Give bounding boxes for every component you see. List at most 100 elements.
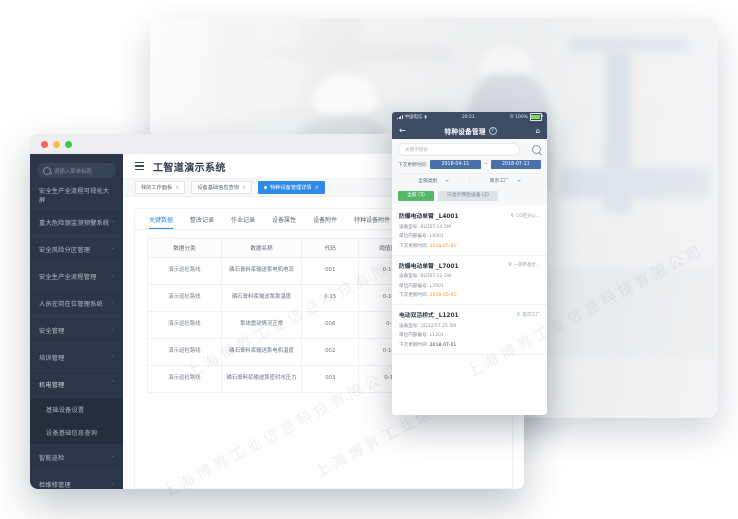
date-end-button[interactable]: 2018-07-11	[490, 160, 542, 169]
internal-no-label: 单位内部编号:	[399, 283, 429, 289]
list-item[interactable]: 防爆电动单臂 _L4001 ⚲ CO区分公... 设备型号: BLDST-14.…	[392, 206, 547, 256]
model-value: QD32/5T-25.5M	[420, 323, 457, 329]
next-update-value: 2018-05-01	[429, 293, 457, 298]
mobile-nav-bar: ← 特种设备管理 ? ⌂	[392, 122, 547, 139]
sidebar-item-maintenance[interactable]: 检维修管理 ⌄	[30, 471, 123, 489]
sidebar-item-label: 安全管理	[39, 327, 65, 335]
battery-icon	[529, 113, 543, 121]
device-next-update-row: 下次更新时间: 2018-07-01	[399, 342, 540, 348]
model-value: BLDST-22.5W	[420, 274, 452, 279]
cell-name: 磷石膏料浆输送泵泵温度	[220, 284, 303, 312]
date-separator: ~	[483, 162, 488, 167]
sidebar-subitem-device-setup[interactable]: 基础设备设置	[30, 398, 123, 421]
sidebar-submenu: 基础设备设置 设备基础信息查询	[30, 398, 123, 444]
maximize-icon[interactable]	[65, 140, 72, 148]
mobile-search-input[interactable]: 关键字搜索	[398, 143, 520, 156]
cell-code: 0.15	[301, 284, 360, 312]
sidebar-item-visual-board[interactable]: 安全生产全流程可视化大屏	[30, 182, 123, 209]
status-right: ⏱ 100%	[509, 113, 543, 121]
device-internal-no-row: 单位内部编号: L7001	[399, 283, 540, 289]
cell-name: 泵体震动情况正常	[220, 311, 303, 339]
column-header-name: 数据名称	[220, 238, 303, 258]
list-item[interactable]: 电动双活桥式 _L1201 ⚲ 南京工厂 设备型号: QD32/5T-25.5M…	[392, 305, 547, 355]
chevron-down-icon: ⌄	[110, 272, 115, 278]
model-value: BLDST-14.5M	[420, 224, 451, 230]
chevron-down-icon	[516, 179, 521, 182]
tag-pre-inspection-only[interactable]: 只显示预检设备 (2)	[437, 191, 498, 201]
cell-name: 磷石膏料浆输送泵密封水压力	[220, 365, 303, 393]
cell-code: 003	[301, 365, 360, 393]
sidebar-item-label: 安全风险分区管理	[39, 246, 91, 254]
home-icon[interactable]: ⌂	[535, 126, 540, 135]
internal-no-label: 单位内部编号:	[399, 234, 429, 239]
sidebar-item-hazard-monitor[interactable]: 重大危险源监测预警系统 ⌄	[30, 209, 123, 236]
sidebar-subitem-label: 设备基础信息查询	[46, 430, 98, 437]
sidebar-item-electromech-manage[interactable]: 机电管理 ⌃	[30, 371, 123, 398]
hamburger-icon[interactable]	[135, 162, 144, 170]
close-icon[interactable]: ×	[314, 184, 319, 191]
question-mark-icon[interactable]: ?	[488, 126, 497, 135]
sidebar-subitem-label: 基础设备设置	[46, 407, 85, 414]
sidebar-item-label: 安全生产全流程可视化大屏	[39, 188, 110, 204]
device-location: ⚲ CO区分公...	[510, 213, 540, 219]
wifi-icon: ◗	[424, 114, 427, 120]
column-header-category: 数据分类	[147, 238, 222, 258]
tab-device-attributes[interactable]: 设备属性	[272, 209, 296, 229]
sidebar-item-label: 人员在岗在位管理系统	[39, 300, 103, 308]
content-tab-label: 设备属性	[272, 216, 297, 224]
sidebar-subitem-device-query[interactable]: 设备基础信息查询	[30, 421, 123, 444]
device-model-row: 设备型号: QD32/5T-25.5M	[399, 323, 540, 329]
tab-device-attachments[interactable]: 设备附件	[313, 209, 337, 229]
list-item-header: 电动双活桥式 _L1201 ⚲ 南京工厂	[399, 310, 540, 320]
select-factory-label: 南京工厂	[489, 179, 509, 184]
mobile-search-placeholder: 关键字搜索	[405, 147, 428, 153]
search-icon[interactable]	[532, 145, 541, 156]
tab-work-records[interactable]: 作业记录	[231, 209, 255, 229]
device-name: 防爆电动单臂 _L4001	[399, 214, 459, 220]
sidebar-item-process-manage[interactable]: 安全生产全流程管理 ⌄	[30, 263, 123, 290]
date-start-button[interactable]: 2018-04-11	[430, 160, 481, 169]
cell-category: 演示巡检路线	[147, 338, 222, 366]
chevron-down-icon: ⌄	[110, 299, 115, 305]
sidebar-item-label: 安全生产全流程管理	[39, 273, 97, 281]
sidebar-search-input[interactable]: 请输入菜单标题	[37, 163, 116, 178]
list-item[interactable]: 防爆电动单臂 _L7001 ⚲ 一期甲基合... 设备型号: BLDST-22.…	[392, 256, 547, 305]
minimize-icon[interactable]	[53, 140, 60, 148]
sidebar-item-training-manage[interactable]: 培训管理 ⌄	[30, 344, 123, 371]
sidebar-item-staff-position[interactable]: 人员在岗在位管理系统 ⌄	[30, 290, 123, 317]
sidebar-item-label: 机电管理	[39, 381, 65, 389]
open-tab-device-query[interactable]: 设备基础信息查询 ×	[191, 181, 253, 194]
sidebar-item-safety-manage[interactable]: 安全管理 ⌄	[30, 317, 123, 344]
device-location-label: CO区分公...	[516, 213, 540, 219]
select-factory[interactable]: 南京工厂	[470, 174, 542, 187]
cell-category: 演示巡检路线	[147, 284, 222, 312]
alarm-icon: ⏱	[509, 115, 514, 120]
chevron-down-icon	[445, 179, 450, 182]
select-category[interactable]: 全部类别	[398, 174, 470, 187]
sidebar-item-risk-zone[interactable]: 安全风险分区管理 ⌄	[30, 236, 123, 263]
device-next-update-row: 下次更新时间: 2018-05-01	[399, 292, 540, 298]
tab-special-device-attachments[interactable]: 特种设备附件	[354, 209, 390, 229]
tag-all[interactable]: 全部 (3)	[398, 191, 434, 201]
device-location-label: 南京工厂	[522, 312, 540, 318]
sidebar-item-label: 培训管理	[39, 354, 65, 362]
mobile-status-bar: 中国电信 ◗ 20:21 ⏱ 100%	[392, 112, 547, 122]
next-update-value: 2018-07-01	[429, 342, 457, 348]
sidebar-menu: 安全生产全流程可视化大屏 重大危险源监测预警系统 ⌄ 安全风险分区管理 ⌄ 安全…	[30, 182, 123, 489]
cell-name: 磷石膏料浆输送泵电机电流	[220, 257, 303, 285]
tab-rectify-records[interactable]: 整改记录	[190, 209, 214, 229]
back-arrow-icon[interactable]: ←	[399, 125, 406, 135]
close-icon[interactable]: ×	[241, 184, 247, 191]
mobile-selects-row: 全部类别 南京工厂	[398, 173, 541, 187]
open-tab-special-device-detail[interactable]: 特种设备管理详情 ×	[258, 181, 325, 194]
signal-bars-icon	[397, 115, 403, 119]
device-location: ⚲ 一期甲基合...	[508, 262, 540, 268]
close-icon[interactable]	[41, 140, 48, 148]
chevron-down-icon: ⌄	[110, 353, 115, 359]
device-next-update-row: 下次更新时间: 2018-05-01	[399, 243, 540, 249]
tab-key-data[interactable]: 关键数据	[149, 209, 174, 230]
close-icon[interactable]: ×	[175, 184, 180, 191]
open-tab-workbench[interactable]: 我的工作面板 ×	[135, 181, 186, 194]
sidebar-item-smart-inspection[interactable]: 智能巡检 ⌄	[30, 444, 123, 471]
cell-code: 001	[301, 257, 360, 285]
